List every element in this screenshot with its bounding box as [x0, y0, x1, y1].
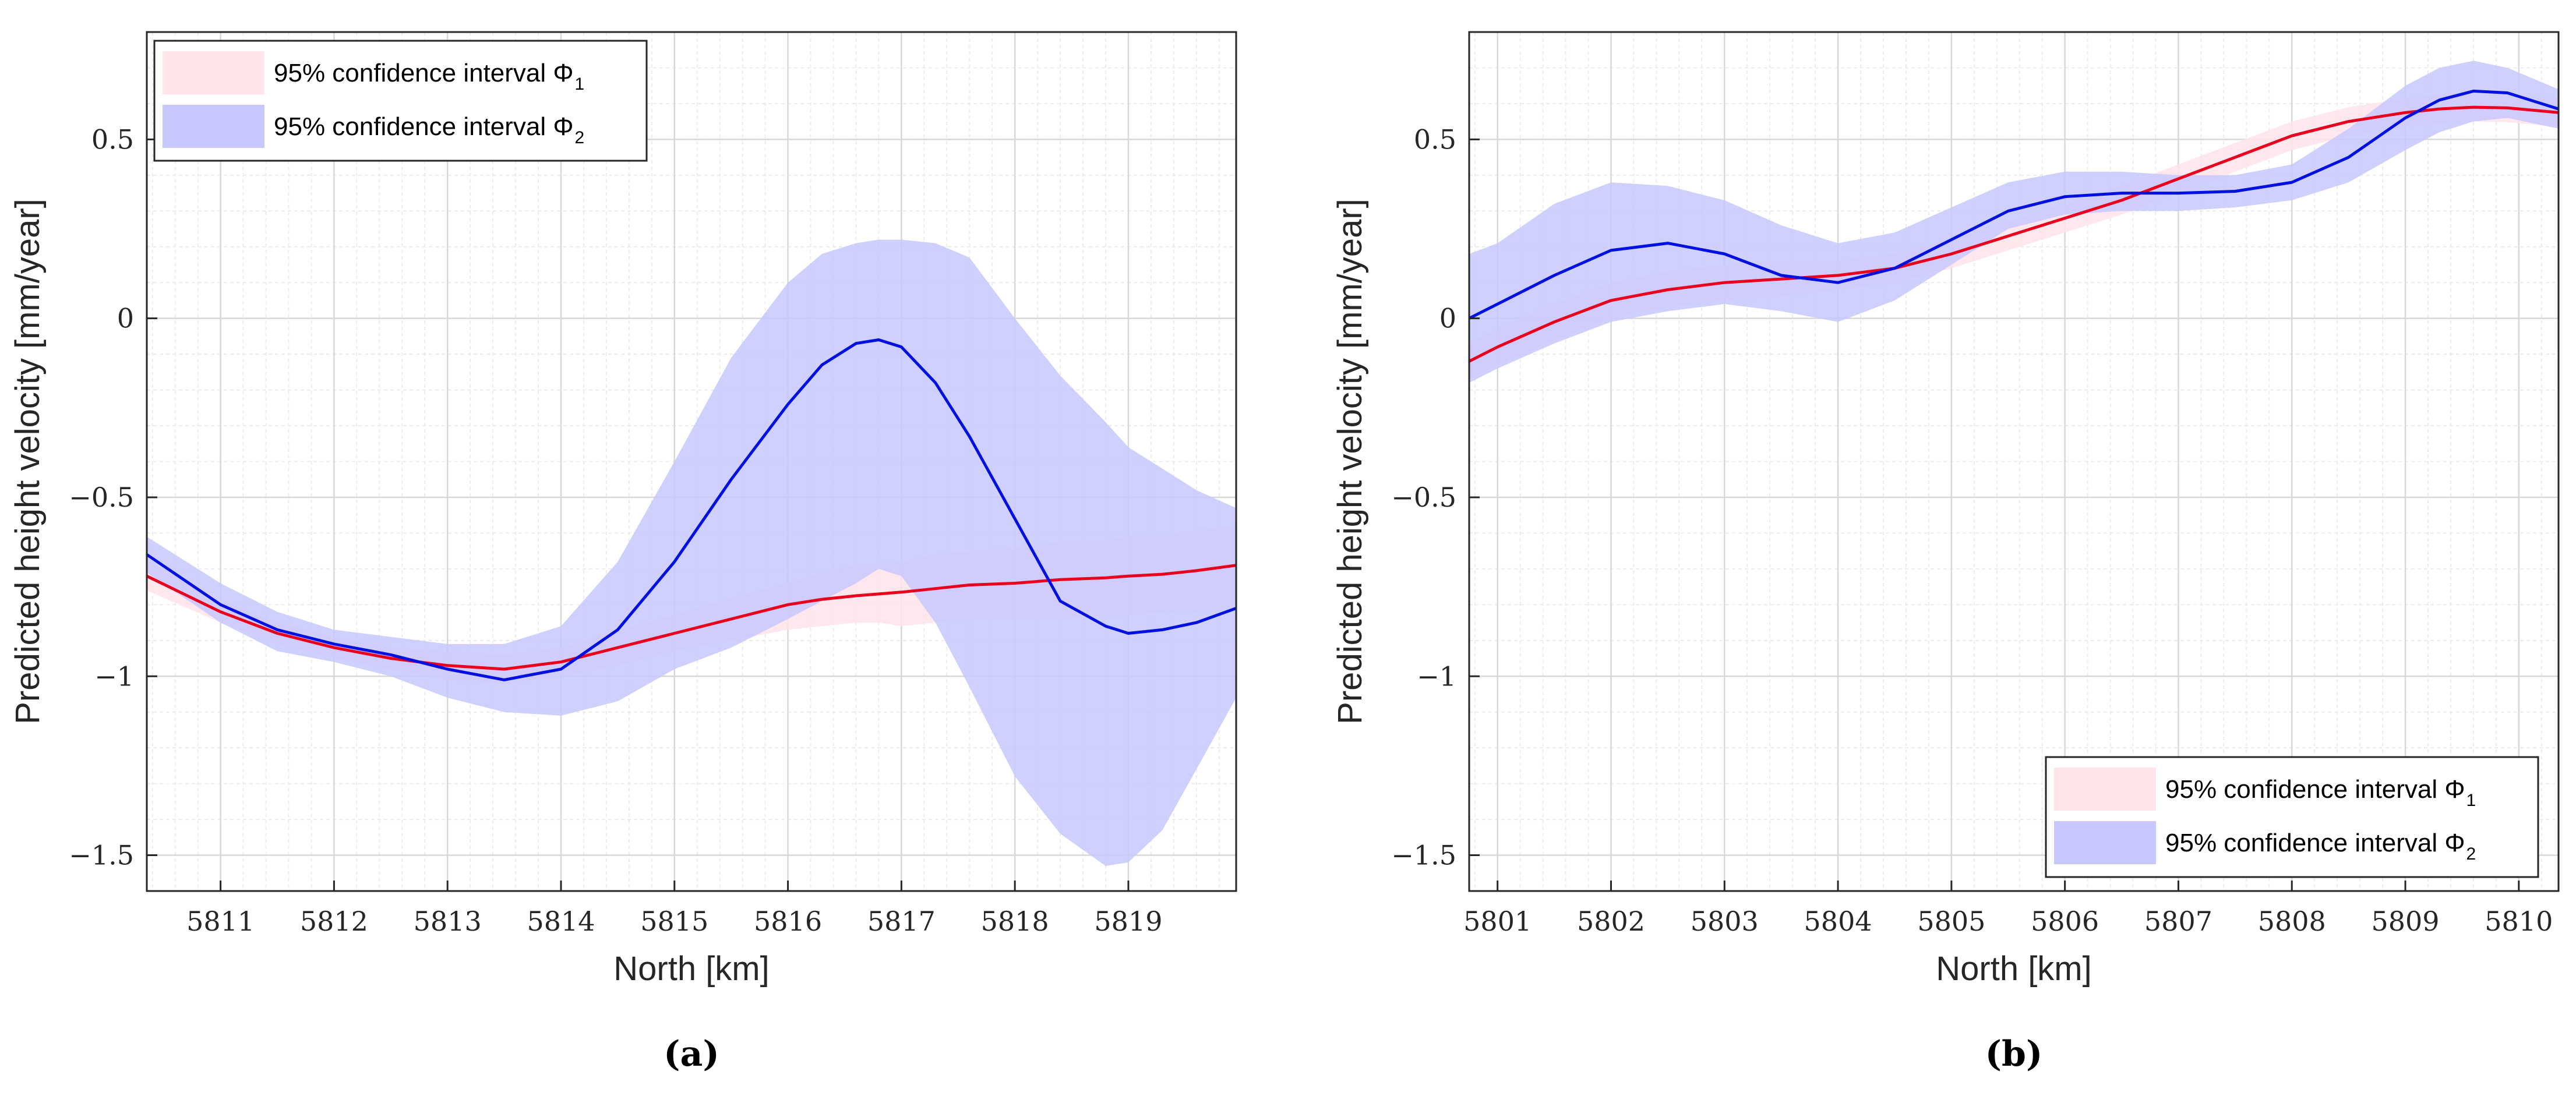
x-tick-label: 5806 [2031, 906, 2099, 937]
panel-caption: (b) [1985, 1034, 2043, 1074]
confidence-band-phi2 [147, 239, 1236, 866]
mean-line-phi2 [147, 338, 1236, 681]
mean-line-phi1 [147, 564, 1236, 671]
axes-box [1468, 31, 2560, 892]
x-tick-label: 5803 [1691, 906, 1759, 937]
x-tick-label: 5818 [981, 906, 1049, 937]
y-tick-label: 0.5 [1414, 123, 1456, 155]
confidence-band-phi1 [1469, 93, 2559, 380]
x-tick-label: 5812 [300, 906, 368, 937]
y-tick-label: 0 [1439, 303, 1456, 334]
legend-swatch-phi1 [2054, 768, 2156, 811]
x-tick-label: 5814 [527, 906, 595, 937]
y-tick-label: −1.5 [1391, 840, 1456, 871]
panel-a: 5811 5812 5813 5814 5815 5816 5817 5818 5819 −1.5… [9, 31, 1237, 1074]
x-tick-label: 5817 [867, 906, 936, 937]
x-axis-label: North [km] [1936, 950, 2092, 988]
x-tick-label: 5810 [2485, 906, 2553, 937]
grid [1469, 31, 2559, 892]
mean-line-phi2 [1469, 89, 2559, 320]
x-tick-label: 5802 [1577, 906, 1645, 937]
y-tick-label: −0.5 [1391, 482, 1456, 513]
x-tick-label: 5811 [186, 906, 255, 937]
x-tick-label: 5808 [2258, 906, 2326, 937]
mean-line-phi1 [1469, 105, 2559, 363]
x-tick-label: 5809 [2371, 906, 2439, 937]
legend-swatch-phi2 [2054, 821, 2156, 864]
legend-subscript-phi1: 1 [2466, 791, 2476, 810]
y-tick-label: −1 [1417, 660, 1456, 692]
series-group [147, 239, 1236, 866]
series-group [1469, 61, 2559, 383]
legend-subscript-phi2: 2 [575, 128, 585, 147]
y-axis-label: Predicted height velocity [mm/year] [9, 199, 47, 724]
y-tick-label: 0.5 [91, 123, 134, 155]
y-tick-label: −1.5 [69, 840, 134, 871]
x-tick-label: 5804 [1804, 906, 1872, 937]
x-tick-label: 5805 [1917, 906, 1985, 937]
legend-label-phi2: 95% confidence interval Φ [274, 112, 574, 141]
legend-swatch-phi2 [163, 105, 264, 148]
y-tick-label: −0.5 [69, 482, 134, 513]
x-tick-label: 5815 [640, 906, 708, 937]
x-tick-label: 5819 [1094, 906, 1162, 937]
confidence-band-phi2 [1469, 61, 2559, 383]
legend-label-phi1: 95% confidence interval Φ [274, 59, 574, 87]
y-axis-label: Predicted height velocity [mm/year] [1331, 199, 1369, 724]
axes-box [146, 31, 1237, 892]
legend: 95% confidence interval Φ 195% confidence… [153, 40, 648, 162]
x-tick-label: 5813 [414, 906, 482, 937]
panel-caption: (a) [664, 1034, 719, 1074]
x-tick-label: 5807 [2144, 906, 2212, 937]
panel-b: 5801 5802 5803 5804 5805 5806 5807 5808 5809 5810… [1331, 31, 2560, 1074]
x-axis-label: North [km] [613, 950, 770, 988]
x-tick-label: 5816 [754, 906, 822, 937]
x-tick-label: 5801 [1463, 906, 1532, 937]
legend: 95% confidence interval Φ 195% confidence… [2045, 756, 2539, 878]
legend-subscript-phi1: 1 [575, 75, 585, 94]
legend-label-phi2: 95% confidence interval Φ [2165, 829, 2465, 857]
legend-swatch-phi1 [163, 51, 264, 94]
y-tick-label: 0 [117, 303, 134, 334]
legend-label-phi1: 95% confidence interval Φ [2165, 775, 2465, 804]
legend-subscript-phi2: 2 [2466, 844, 2476, 864]
y-tick-label: −1 [94, 660, 134, 692]
